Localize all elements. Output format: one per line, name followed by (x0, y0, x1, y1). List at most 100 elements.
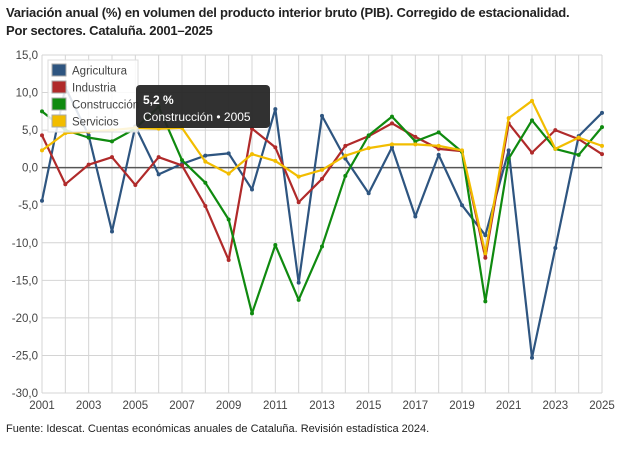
legend-label: Construcción (72, 100, 139, 112)
data-point (203, 180, 208, 185)
data-point (413, 134, 418, 139)
data-point (576, 152, 581, 157)
data-point (63, 182, 68, 187)
data-point (413, 214, 418, 219)
x-tick-label: 2023 (543, 400, 569, 412)
data-point (86, 135, 91, 140)
data-point (320, 176, 324, 181)
data-point (506, 148, 511, 153)
data-point (180, 158, 184, 163)
x-tick-label: 2025 (589, 400, 615, 412)
x-tick-label: 2013 (309, 400, 335, 412)
data-point (273, 158, 278, 163)
data-point (40, 148, 44, 153)
y-tick-label: -5,0 (18, 200, 38, 212)
legend-swatch (51, 63, 67, 77)
data-point (436, 143, 441, 148)
x-tick-label: 2011 (263, 400, 288, 412)
data-point (40, 133, 44, 138)
data-point (483, 251, 488, 256)
data-point (40, 109, 44, 114)
legend-swatch (51, 97, 67, 111)
tooltip-value: 5,2 % (143, 93, 174, 107)
data-point (600, 110, 604, 115)
data-point (296, 174, 301, 179)
tooltip-label: Construcción • 2005 (143, 110, 251, 124)
data-point (320, 113, 324, 118)
data-point (413, 139, 418, 144)
data-point (436, 146, 441, 151)
x-tick-label: 2019 (449, 400, 475, 412)
data-point (600, 125, 604, 130)
data-point (320, 244, 324, 249)
data-point (506, 116, 511, 121)
line-chart: 15,0 10,0 5,0 0,0 -5,0 -10,0 -15,0 -20,0 -25,0 -3… (12, 50, 615, 412)
data-point (296, 200, 301, 205)
y-tick-label: -30,0 (12, 388, 38, 400)
y-tick-label: 15,0 (16, 50, 38, 62)
data-point (600, 152, 604, 157)
y-tick-label: 0,0 (22, 163, 38, 175)
legend-swatch (51, 114, 67, 128)
legend-swatch (51, 80, 67, 94)
title-line-2: Por sectores. Cataluña. 2001–2025 (6, 23, 213, 38)
data-point (250, 187, 254, 192)
data-point (273, 107, 278, 112)
data-point (226, 151, 231, 156)
data-point (273, 243, 278, 248)
data-point (390, 121, 394, 126)
data-point (413, 142, 418, 147)
data-point (530, 118, 534, 123)
title-line-1: Variación anual (%) en volumen del produ… (6, 5, 570, 20)
data-point (320, 167, 324, 172)
legend-label: Agricultura (72, 66, 128, 78)
data-point (133, 182, 138, 187)
data-point (343, 173, 348, 178)
data-point (483, 233, 488, 238)
x-tick-label: 2015 (356, 400, 382, 412)
data-point (390, 114, 394, 119)
x-tick-label: 2003 (76, 400, 102, 412)
data-point (483, 255, 488, 260)
data-point (460, 148, 464, 153)
data-point (156, 172, 161, 177)
x-tick-label: 2007 (169, 400, 195, 412)
x-tick-label: 2021 (496, 400, 522, 412)
data-point (343, 143, 348, 148)
data-point (506, 156, 511, 161)
data-point (273, 145, 278, 150)
data-point (226, 171, 231, 176)
data-point (600, 143, 604, 148)
x-tick-label: 2005 (123, 400, 149, 412)
data-point (366, 146, 371, 151)
data-point (250, 311, 254, 316)
data-point (86, 162, 91, 167)
y-tick-label: -20,0 (12, 313, 38, 325)
data-point (110, 139, 114, 144)
data-point (110, 155, 114, 160)
chart-title: Variación anual (%) en volumen del produ… (6, 4, 626, 40)
data-point (203, 203, 208, 208)
data-point (203, 159, 208, 164)
data-point (530, 150, 534, 155)
y-tick-label: 5,0 (22, 125, 38, 137)
y-tick-label: -10,0 (12, 238, 38, 250)
data-point (553, 146, 558, 151)
data-point (226, 217, 231, 222)
data-point (156, 155, 161, 160)
data-point (366, 191, 371, 196)
data-point (530, 355, 534, 360)
data-point (296, 297, 301, 302)
x-tick-label: 2009 (216, 400, 242, 412)
legend-label: Industria (72, 83, 117, 95)
data-point (343, 156, 348, 161)
data-point (390, 145, 394, 150)
data-point (460, 203, 464, 208)
data-point (296, 280, 301, 285)
y-tick-label: -25,0 (12, 350, 38, 362)
x-tick-label: 2001 (29, 400, 55, 412)
data-point (40, 198, 44, 203)
x-tick-label: 2017 (403, 400, 429, 412)
data-point (530, 98, 534, 103)
data-point (203, 153, 208, 158)
